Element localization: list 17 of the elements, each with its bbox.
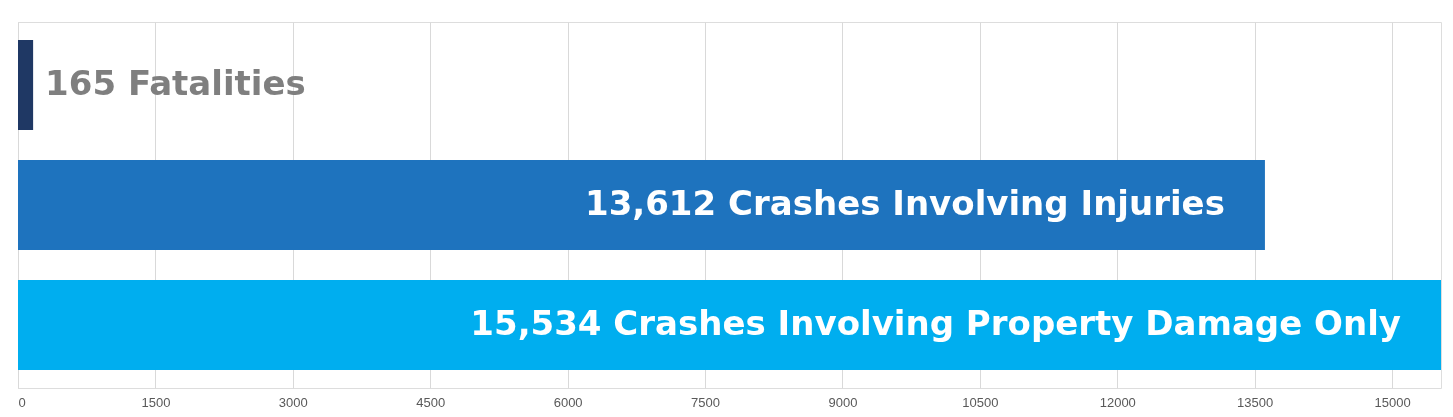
x-tick-label: 6000: [553, 394, 583, 410]
x-tick-label: 9000: [828, 394, 858, 410]
data-label: 15,534 Crashes Involving Property Damage Only: [470, 303, 1401, 343]
data-label: 13,612 Crashes Involving Injuries: [584, 183, 1225, 223]
x-tick-label: 13500: [1237, 394, 1274, 410]
x-tick-label: 1500: [141, 394, 171, 410]
bar: [18, 280, 1441, 370]
x-tick-label: 3000: [278, 394, 308, 410]
x-tick-label: 7500: [691, 394, 720, 410]
bar: [18, 160, 1265, 250]
bar: [18, 40, 34, 130]
x-tick-label: 4500: [416, 394, 446, 410]
data-label: 165 Fatalities: [45, 63, 306, 103]
x-tick-label: 0: [18, 394, 26, 410]
x-tick-label: 10500: [962, 394, 999, 410]
x-tick-label: 12000: [1099, 394, 1136, 410]
x-tick-label: 15000: [1374, 394, 1411, 410]
